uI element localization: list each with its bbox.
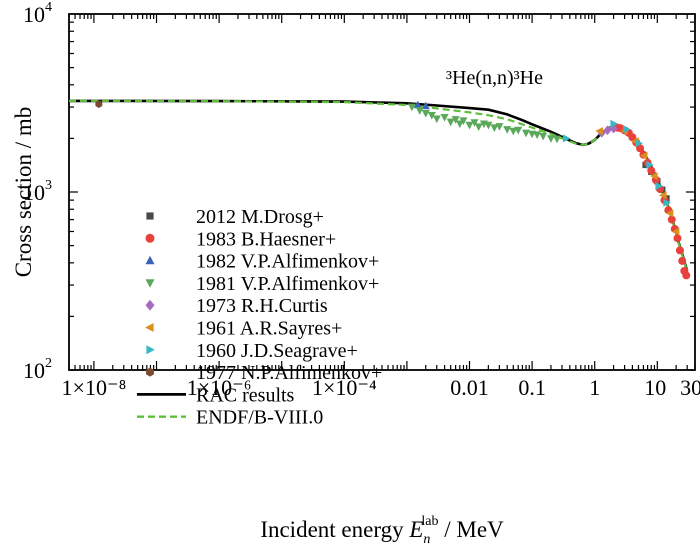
data-point-1982-v-p-alfimenkov-: [413, 100, 422, 109]
legend-label: 1973 R.H.Curtis: [196, 295, 328, 317]
x-tick-label: 0.01: [450, 375, 489, 400]
x-tick-label: 1×10⁻⁸: [62, 375, 127, 400]
data-point-1961-a-r-sayres-: [639, 151, 648, 160]
data-point-1981-v-p-alfimenkov-: [459, 117, 468, 125]
legend-label: 1983 B.Haesner+: [196, 228, 336, 250]
x-tick-label: 30: [680, 375, 700, 400]
data-point-1960-j-d-seagrave-: [646, 160, 654, 169]
data-point-1981-v-p-alfimenkov-: [495, 123, 504, 131]
y-tick-label: 102: [23, 356, 52, 383]
data-point-1983-b-haesner-: [647, 166, 656, 175]
data-point-1960-j-d-seagrave-: [610, 119, 618, 128]
x-tick-label: 1×10⁻⁴: [312, 375, 377, 400]
data-point-1973-r-h-curtis: [609, 123, 618, 134]
plot-frame: [68, 13, 696, 371]
legend-label: 1981 V.P.Alfimenkov+: [196, 273, 379, 295]
legend-label: 1960 J.D.Seagrave+: [196, 340, 358, 362]
data-point-1981-v-p-alfimenkov-: [539, 132, 548, 141]
y-tick-label: 104: [23, 0, 52, 27]
legend-label: 1977 N.P.Alfimenkov+: [196, 362, 382, 384]
curve-endf-b-viii-0: [69, 99, 689, 273]
data-point-1981-v-p-alfimenkov-: [547, 135, 555, 143]
x-axis-title-prefix: Incident energy: [260, 517, 409, 542]
curve-layer: [69, 99, 689, 273]
data-point-1981-v-p-alfimenkov-: [509, 127, 518, 136]
data-point-1983-b-haesner-: [675, 246, 684, 255]
data-point-1982-v-p-alfimenkov-: [421, 101, 430, 110]
data-point-1981-v-p-alfimenkov-: [415, 107, 424, 115]
data-point-1960-j-d-seagrave-: [563, 134, 571, 143]
data-point-1981-v-p-alfimenkov-: [503, 126, 512, 134]
data-point-1983-b-haesner-: [682, 271, 691, 280]
legend-marker: [145, 255, 155, 265]
data-point-1961-a-r-sayres-: [671, 227, 680, 236]
x-tick-label: 10: [644, 375, 666, 400]
marker-layer: [95, 100, 691, 280]
data-point-1981-v-p-alfimenkov-: [455, 120, 464, 129]
axis-ticks: [68, 14, 696, 371]
data-point-1981-v-p-alfimenkov-: [470, 119, 479, 127]
x-axis-title-suffix: / MeV: [439, 517, 505, 542]
data-point-1973-r-h-curtis: [603, 125, 612, 136]
data-point-1983-b-haesner-: [678, 256, 687, 265]
axis-tick-labels: 1×10⁻⁸ 1×10⁻⁶ 1×10⁻⁴ 0.01 0.1 1 10 30 102 103 104: [23, 0, 700, 400]
x-axis-title: Incident energy En lab / MeV: [260, 514, 504, 547]
x-axis-title-sub: n: [423, 532, 430, 547]
data-point-1961-a-r-sayres-: [659, 191, 667, 200]
data-point-1960-j-d-seagrave-: [663, 198, 671, 207]
data-point-1981-v-p-alfimenkov-: [432, 115, 441, 124]
data-point-1981-v-p-alfimenkov-: [484, 121, 493, 130]
legend-marker: [146, 212, 154, 220]
legend-marker: [146, 345, 155, 355]
legend-marker: [145, 299, 155, 311]
data-point-1977-n-p-alfimenkov-: [95, 100, 103, 108]
data-point-1981-v-p-alfimenkov-: [490, 124, 499, 132]
x-axis-title-var: E: [408, 517, 423, 542]
data-point-1960-j-d-seagrave-: [635, 139, 643, 148]
data-point-1981-v-p-alfimenkov-: [421, 110, 430, 118]
data-point-1983-b-haesner-: [636, 144, 645, 153]
legend-marker: [145, 323, 154, 332]
data-point-1981-v-p-alfimenkov-: [427, 112, 436, 120]
data-point-1960-j-d-seagrave-: [623, 125, 631, 134]
data-point-1981-v-p-alfimenkov-: [446, 118, 455, 127]
data-point-1961-a-r-sayres-: [665, 209, 674, 218]
legend-label: 2012 M.Drosg+: [196, 206, 324, 228]
legend: 2012 M.Drosg+1983 B.Haesner+1982 V.P.Alf…: [137, 206, 382, 429]
legend-label: 1982 V.P.Alfimenkov+: [196, 251, 379, 273]
legend-label: RAC results: [196, 384, 295, 406]
x-tick-label: 1: [589, 375, 600, 400]
curve-rac-results: [69, 99, 689, 272]
data-point-1983-b-haesner-: [673, 234, 682, 243]
x-tick-label: 1×10⁻⁶: [187, 375, 252, 400]
legend-label: 1961 A.R.Sayres+: [196, 318, 342, 340]
data-point-1981-v-p-alfimenkov-: [514, 126, 523, 135]
data-point-1981-v-p-alfimenkov-: [465, 121, 474, 130]
data-point-1961-a-r-sayres-: [650, 172, 658, 180]
data-point-1981-v-p-alfimenkov-: [533, 131, 542, 139]
x-tick-label: 0.1: [518, 375, 546, 400]
data-point-1981-v-p-alfimenkov-: [522, 129, 530, 138]
y-tick-label: 103: [23, 178, 52, 205]
x-axis-title-sup: lab: [421, 514, 438, 529]
y-axis-title: Cross section / mb: [11, 107, 36, 278]
data-point-1960-j-d-seagrave-: [655, 182, 663, 191]
data-point-1981-v-p-alfimenkov-: [553, 135, 561, 144]
legend-marker: [146, 367, 154, 377]
legend-marker: [145, 233, 155, 243]
data-point-1981-v-p-alfimenkov-: [407, 103, 416, 112]
legend-marker: [145, 279, 155, 288]
data-point-1981-v-p-alfimenkov-: [451, 116, 460, 124]
data-point-1983-b-haesner-: [667, 215, 676, 224]
data-point-1961-a-r-sayres-: [595, 127, 603, 135]
data-point-1981-v-p-alfimenkov-: [474, 123, 483, 131]
data-point-1981-v-p-alfimenkov-: [440, 114, 449, 122]
legend-label: ENDF/B-VIII.0: [196, 407, 323, 429]
reaction-annotation: ³He(n,n)³He: [446, 67, 543, 89]
